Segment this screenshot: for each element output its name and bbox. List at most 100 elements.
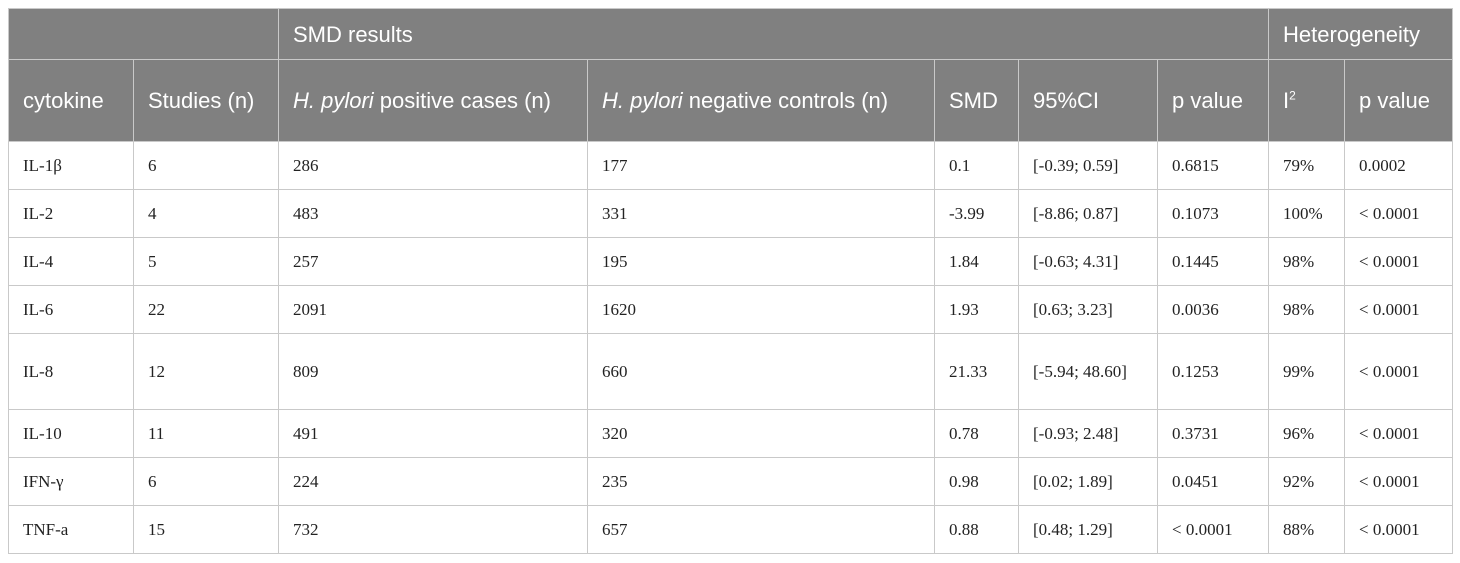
table-row: IL-8 12 809 660 21.33 [-5.94; 48.60] 0.1… [8,333,1454,410]
cell-cytokine: IL-1β [8,141,134,190]
cell-positive: 286 [278,141,588,190]
table-row: TNF-a 15 732 657 0.88 [0.48; 1.29] < 0.0… [8,505,1454,554]
cell-i2: 88% [1268,505,1346,554]
cell-negative: 1620 [587,285,935,334]
cell-cytokine: IL-4 [8,237,134,286]
cell-het-p-value: < 0.0001 [1344,333,1454,410]
cell-ci: [0.48; 1.29] [1018,505,1158,554]
group-header-blank [8,8,279,60]
cell-studies: 4 [133,189,279,238]
cell-p-value: < 0.0001 [1156,505,1270,554]
cell-positive: 257 [278,237,588,286]
cell-i2: 98% [1268,237,1346,286]
cell-smd: 0.98 [934,457,1019,506]
cell-studies: 15 [133,505,279,554]
cell-p-value: 0.1445 [1156,237,1270,286]
group-header-row: SMD results Heterogeneity [8,8,1454,60]
cell-i2: 100% [1268,189,1346,238]
cell-negative: 331 [587,189,935,238]
cell-negative: 320 [587,409,935,458]
cell-p-value: 0.1073 [1156,189,1270,238]
cell-cytokine: IL-8 [8,333,134,410]
col-header-negative-italic: H. pylori [602,88,683,113]
col-header-negative-rest: negative controls (n) [682,88,889,113]
cell-negative: 235 [587,457,935,506]
cell-i2: 92% [1268,457,1346,506]
group-header-heterogeneity: Heterogeneity [1268,8,1454,60]
col-header-i2: I2 [1268,59,1346,142]
cell-het-p-value: < 0.0001 [1344,189,1454,238]
table-header: SMD results Heterogeneity cytokine Studi… [8,8,1454,142]
table-row: IFN-γ 6 224 235 0.98 [0.02; 1.89] 0.0451… [8,457,1454,506]
cell-het-p-value: < 0.0001 [1344,285,1454,334]
cell-ci: [-8.86; 0.87] [1018,189,1158,238]
cell-cytokine: TNF-a [8,505,134,554]
cell-cytokine: IL-6 [8,285,134,334]
col-header-ci: 95%CI [1018,59,1158,142]
col-header-cytokine: cytokine [8,59,134,142]
cell-negative: 657 [587,505,935,554]
group-header-smd-results: SMD results [277,8,1270,60]
cell-ci: [-0.93; 2.48] [1018,409,1158,458]
cell-studies: 6 [133,457,279,506]
cell-smd: 0.1 [934,141,1019,190]
col-header-positive-italic: H. pylori [293,88,374,113]
cell-het-p-value: < 0.0001 [1344,457,1454,506]
col-header-i2-sup: 2 [1289,88,1296,103]
cell-studies: 22 [133,285,279,334]
cell-i2: 79% [1268,141,1346,190]
cell-ci: [0.63; 3.23] [1018,285,1158,334]
col-header-p-value: p value [1156,59,1270,142]
cell-positive: 224 [278,457,588,506]
col-header-het-p-value: p value [1344,59,1454,142]
table-row: IL-1β 6 286 177 0.1 [-0.39; 0.59] 0.6815… [8,141,1454,190]
cell-negative: 195 [587,237,935,286]
cell-smd: 1.84 [934,237,1019,286]
table-row: IL-2 4 483 331 -3.99 [-8.86; 0.87] 0.107… [8,189,1454,238]
table-body: IL-1β 6 286 177 0.1 [-0.39; 0.59] 0.6815… [8,141,1454,554]
col-header-studies: Studies (n) [133,59,279,142]
cell-het-p-value: < 0.0001 [1344,505,1454,554]
cell-ci: [-5.94; 48.60] [1018,333,1158,410]
cell-smd: -3.99 [934,189,1019,238]
cell-ci: [0.02; 1.89] [1018,457,1158,506]
col-header-smd: SMD [934,59,1019,142]
cell-cytokine: IL-2 [8,189,134,238]
table-row: IL-6 22 2091 1620 1.93 [0.63; 3.23] 0.00… [8,285,1454,334]
cell-ci: [-0.39; 0.59] [1018,141,1158,190]
cell-studies: 12 [133,333,279,410]
cell-studies: 6 [133,141,279,190]
col-header-positive-rest: positive cases (n) [373,88,551,113]
col-header-negative-controls: H. pylori negative controls (n) [587,59,935,142]
cell-p-value: 0.0451 [1156,457,1270,506]
cell-i2: 99% [1268,333,1346,410]
table-row: IL-4 5 257 195 1.84 [-0.63; 4.31] 0.1445… [8,237,1454,286]
cell-i2: 96% [1268,409,1346,458]
results-table-container: SMD results Heterogeneity cytokine Studi… [8,8,1454,554]
cell-negative: 177 [587,141,935,190]
cell-positive: 491 [278,409,588,458]
cell-smd: 0.88 [934,505,1019,554]
column-header-row: cytokine Studies (n) H. pylori positive … [8,59,1454,142]
cell-het-p-value: 0.0002 [1344,141,1454,190]
cell-cytokine: IL-10 [8,409,134,458]
cell-i2: 98% [1268,285,1346,334]
table-row: IL-10 11 491 320 0.78 [-0.93; 2.48] 0.37… [8,409,1454,458]
col-header-i2-base: I [1283,88,1290,113]
cell-p-value: 0.3731 [1156,409,1270,458]
cell-positive: 732 [278,505,588,554]
cell-p-value: 0.1253 [1156,333,1270,410]
cell-het-p-value: < 0.0001 [1344,409,1454,458]
smd-results-table: SMD results Heterogeneity cytokine Studi… [8,8,1454,554]
cell-p-value: 0.6815 [1156,141,1270,190]
cell-smd: 0.78 [934,409,1019,458]
col-header-positive-cases: H. pylori positive cases (n) [278,59,588,142]
cell-p-value: 0.0036 [1156,285,1270,334]
cell-het-p-value: < 0.0001 [1344,237,1454,286]
cell-ci: [-0.63; 4.31] [1018,237,1158,286]
cell-cytokine: IFN-γ [8,457,134,506]
cell-studies: 11 [133,409,279,458]
cell-positive: 483 [278,189,588,238]
cell-positive: 2091 [278,285,588,334]
cell-smd: 21.33 [934,333,1019,410]
